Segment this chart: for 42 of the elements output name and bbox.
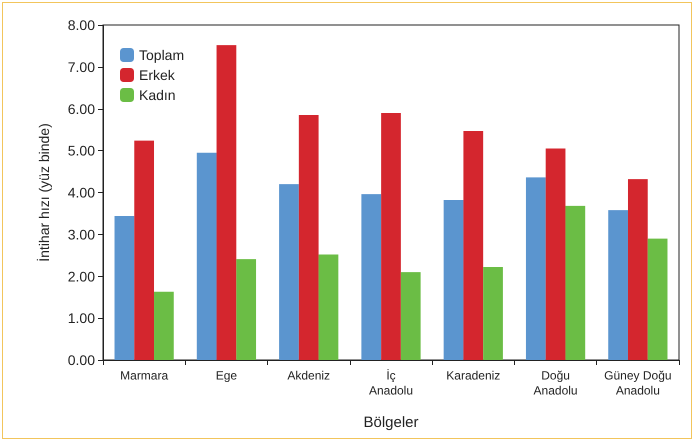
y-tick-label: 8.00	[68, 17, 96, 33]
x-tick-label: Akdeniz	[287, 368, 330, 382]
bar	[134, 140, 154, 360]
y-tick-label: 4.00	[68, 184, 96, 200]
y-tick-label: 7.00	[68, 58, 96, 75]
bar	[279, 184, 299, 360]
x-axis-title: Bölgeler	[363, 414, 419, 431]
legend-label: Kadın	[139, 87, 176, 103]
bar	[565, 206, 586, 360]
y-tick-label: 5.00	[68, 142, 96, 159]
bar	[483, 267, 503, 360]
bar	[526, 177, 546, 360]
bar	[400, 272, 421, 360]
bar	[463, 130, 484, 360]
x-tick-label: Güney Doğu Anadolu	[604, 368, 672, 398]
legend-label: Erkek	[139, 67, 176, 83]
bar	[546, 148, 566, 360]
bar	[608, 210, 628, 360]
bar	[361, 194, 382, 360]
y-tick-label: 6.00	[68, 100, 96, 117]
x-tick-label: Doğu Anadolu	[534, 368, 578, 398]
bar	[381, 112, 401, 360]
bar	[216, 45, 236, 360]
y-tick-label: 1.00	[68, 310, 96, 326]
x-tick-label: İç Anadolu	[368, 368, 414, 398]
bar	[444, 200, 464, 360]
bar	[318, 254, 338, 360]
x-tick-label: Marmara	[120, 368, 168, 382]
bar	[628, 179, 648, 360]
x-tick-label: Karadeniz	[446, 368, 500, 382]
bar	[648, 238, 668, 360]
y-tick-label: 2.00	[68, 268, 96, 284]
x-tick-label: Ege	[216, 368, 238, 382]
y-tick-label: 0.00	[68, 352, 96, 368]
y-tick-label: 3.00	[68, 226, 96, 242]
legend-label: Toplam	[139, 47, 184, 63]
bar	[154, 292, 174, 360]
bar	[236, 259, 256, 360]
bar	[114, 216, 134, 360]
bar	[196, 152, 217, 360]
y-axis-title: İntihar hızı (yüz binde)	[36, 123, 52, 262]
bar	[298, 115, 319, 360]
